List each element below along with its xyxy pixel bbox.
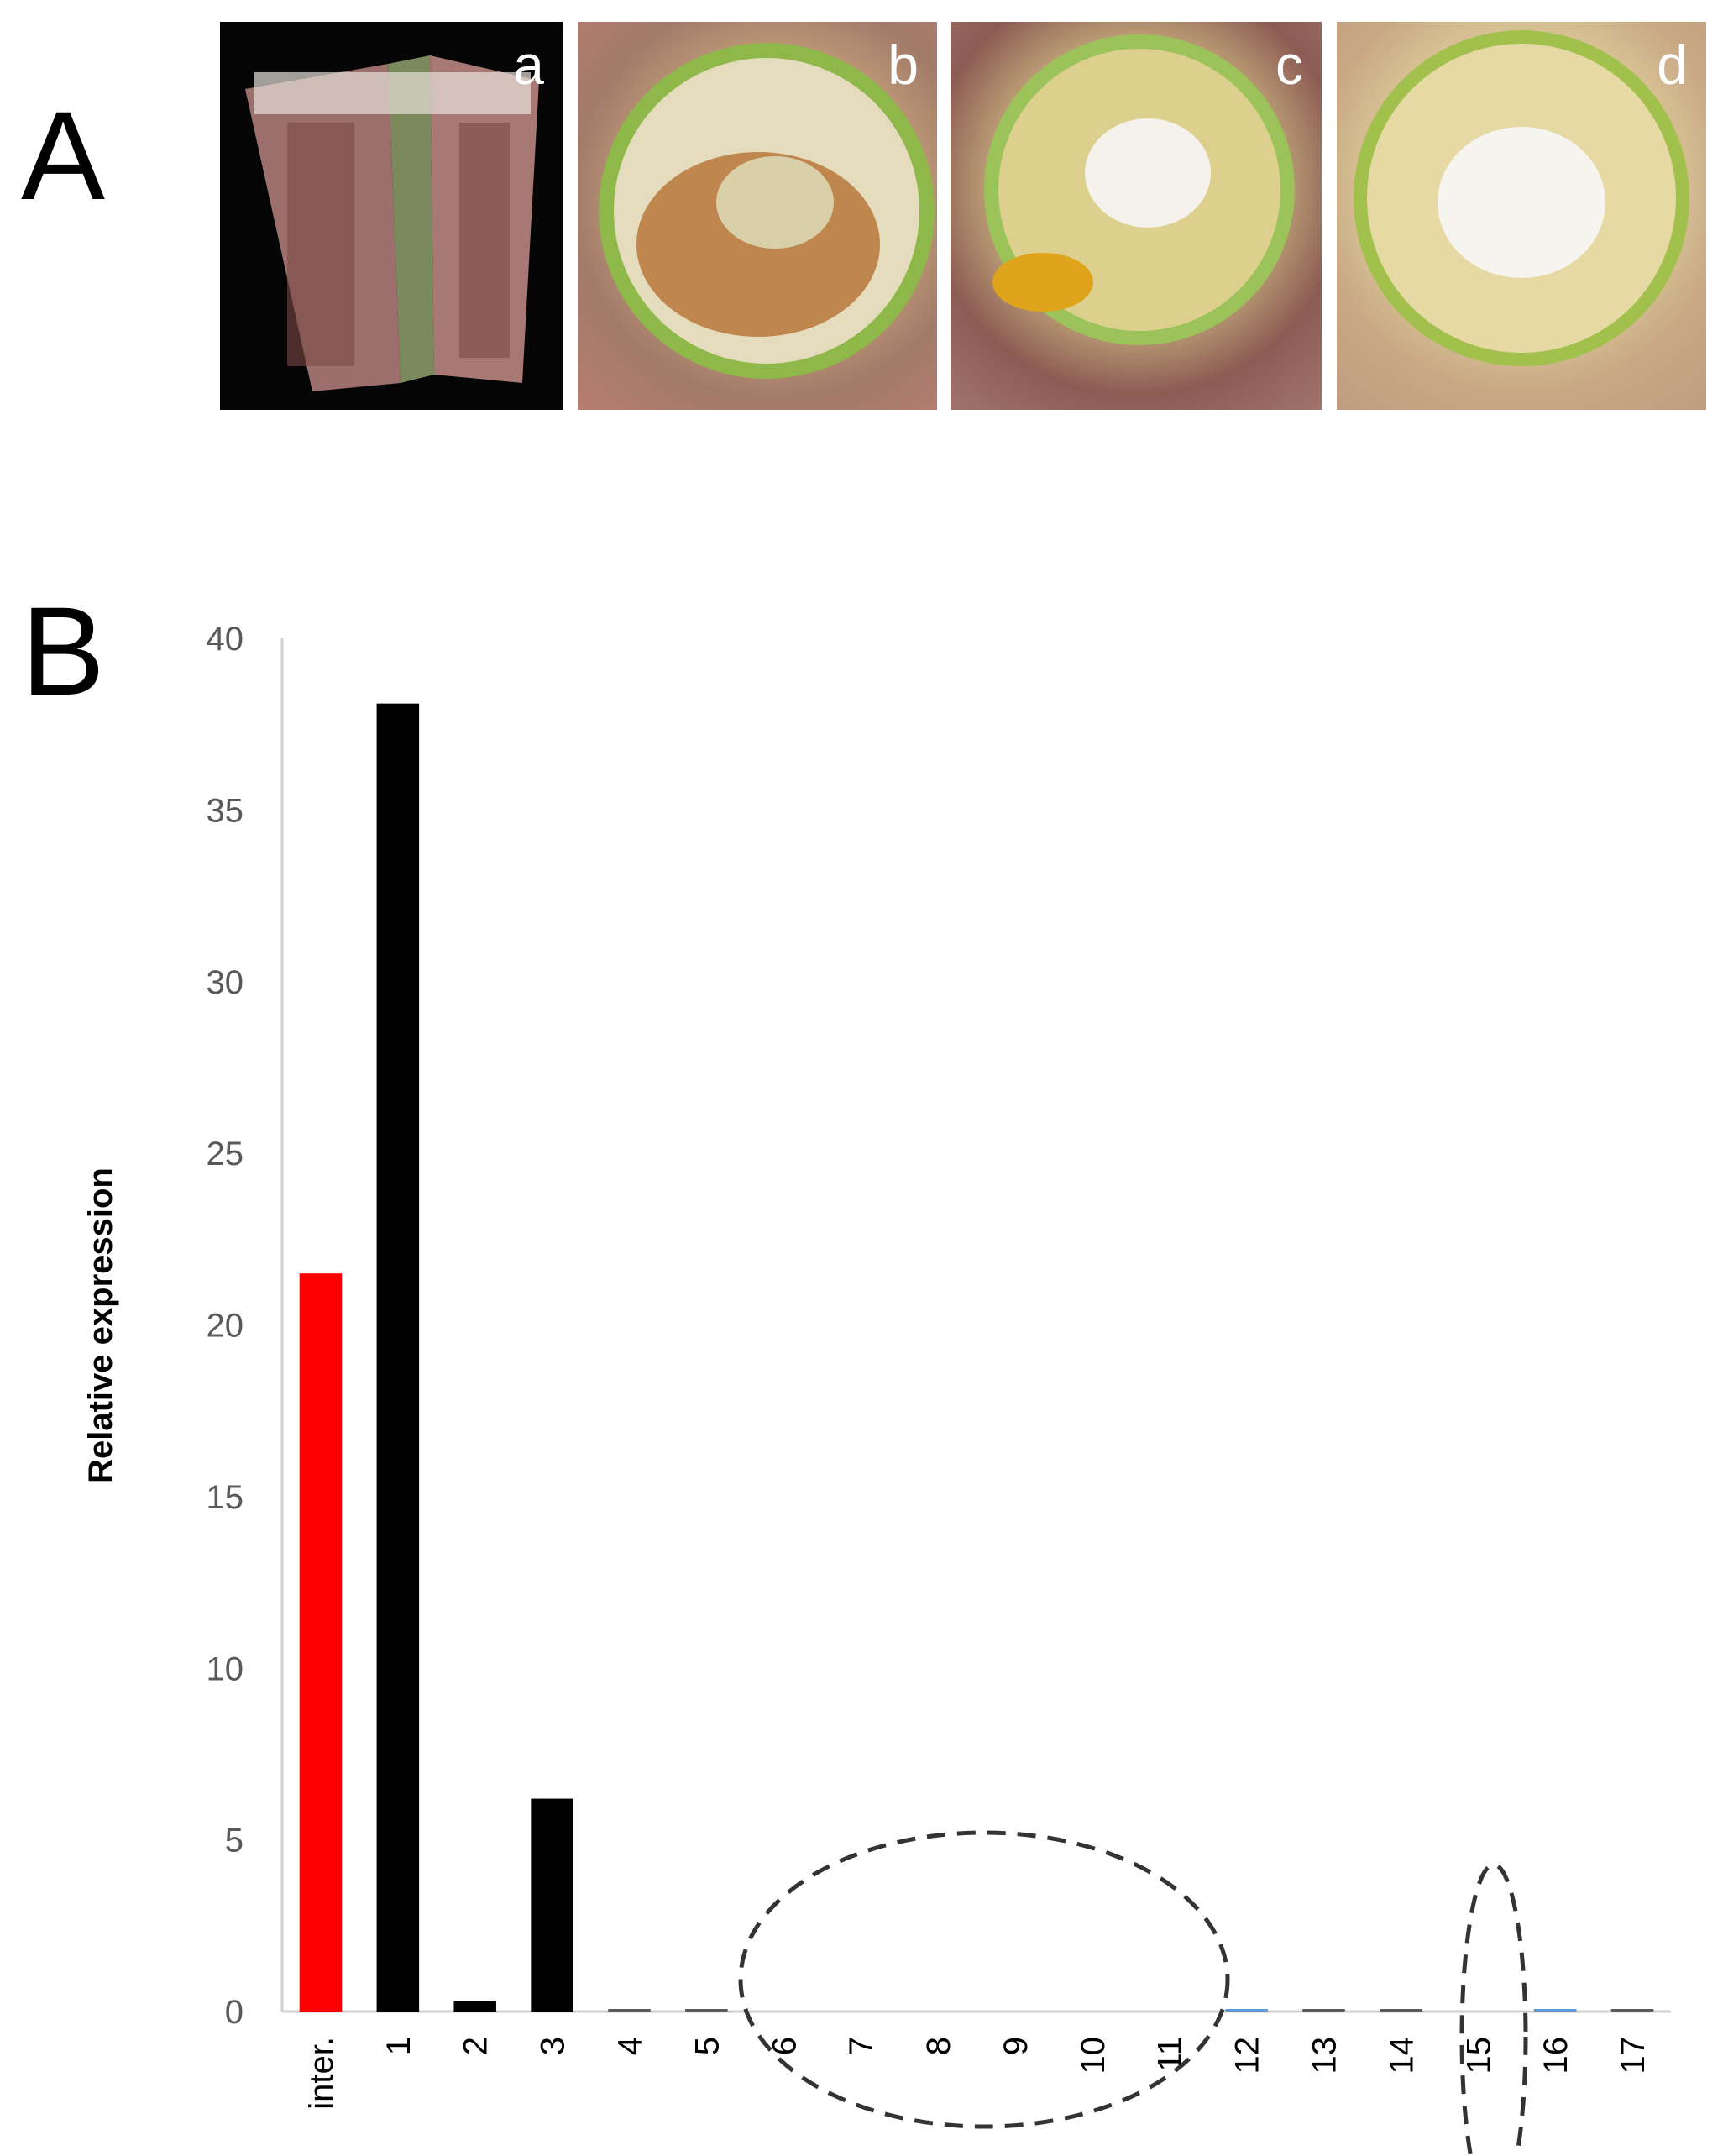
stem-cross-section-image-c	[984, 34, 1295, 345]
y-tick-labels: 0 5 10 15 20 25 30 35 40	[207, 621, 244, 2031]
photo-tag-d: d	[1657, 34, 1688, 96]
bar-13	[1302, 2009, 1345, 2012]
x-category-label: 2	[458, 2037, 495, 2055]
y-tick-label: 30	[207, 964, 244, 1001]
bar-3	[531, 1798, 573, 2012]
bar-1	[376, 703, 420, 2012]
y-tick-label: 0	[225, 1994, 244, 2031]
y-tick-label: 10	[207, 1650, 244, 1687]
y-tick-label: 20	[207, 1308, 244, 1345]
y-tick-label: 5	[225, 1823, 244, 1860]
x-category-label: inter.	[303, 2037, 340, 2110]
x-category-label: 1	[380, 2037, 417, 2055]
panel-letter-a: A	[21, 85, 106, 226]
stem-section-photo-c: c	[951, 22, 1322, 410]
bar-17	[1610, 2009, 1654, 2012]
photo-tag-b: b	[888, 34, 919, 96]
stem-cross-section-image-b	[599, 43, 935, 379]
x-category-label: 16	[1537, 2037, 1574, 2075]
x-category-label: 12	[1229, 2037, 1266, 2075]
bar-inter	[299, 1273, 343, 2012]
y-tick-label: 15	[207, 1479, 244, 1516]
photo-tag-c: c	[1275, 34, 1303, 96]
x-category-label: 7	[843, 2037, 880, 2055]
x-category-label: 8	[920, 2037, 957, 2055]
bar-5	[685, 2009, 728, 2012]
x-category-label: 6	[766, 2037, 803, 2055]
bars	[299, 703, 1654, 2012]
bar-16	[1533, 2009, 1577, 2012]
dashed-ellipse-6-11	[738, 1830, 1230, 2129]
stem-section-photo-d: d	[1337, 22, 1706, 410]
panel-letter-b: B	[21, 580, 106, 721]
x-category-label: 4	[612, 2037, 649, 2055]
x-category-label: 15	[1460, 2037, 1497, 2075]
bar-14	[1380, 2009, 1422, 2012]
stem-longitudinal-image	[220, 22, 563, 410]
x-category-labels: inter. 1 2 3 4 5 6 7 8 9 10 11 12 13 14 15 16 17	[303, 2037, 1652, 2110]
photo-tag-a: a	[513, 34, 544, 96]
stem-section-photo-b: b	[578, 22, 937, 410]
bar-12	[1225, 2009, 1268, 2012]
x-category-label: 13	[1307, 2037, 1343, 2075]
stem-cross-section-image-d	[1354, 30, 1689, 366]
x-category-label: 3	[535, 2037, 572, 2055]
x-category-label: 10	[1075, 2037, 1112, 2075]
x-category-label: 9	[998, 2037, 1034, 2055]
bar-4	[608, 2009, 651, 2012]
y-tick-label: 35	[207, 792, 244, 829]
y-axis-title: Relative expression	[82, 1167, 119, 1483]
bar-2	[453, 2001, 496, 2012]
x-category-label: 14	[1383, 2037, 1420, 2075]
x-category-label: 5	[689, 2037, 725, 2055]
dashed-ellipse-15	[1459, 1862, 1528, 2156]
x-category-label: 17	[1615, 2037, 1652, 2075]
y-tick-label: 40	[207, 621, 244, 658]
y-tick-label: 25	[207, 1136, 244, 1172]
stem-section-photo-a: a	[220, 22, 563, 410]
